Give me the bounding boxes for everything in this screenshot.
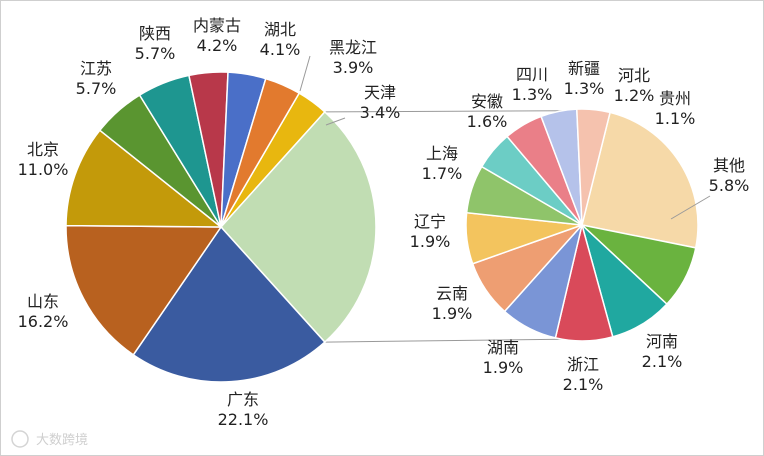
data-label-value: 1.2%	[614, 86, 655, 105]
pie-slice	[220, 77, 301, 228]
data-label-name: 山东	[27, 292, 59, 311]
data-label-name: 辽宁	[414, 212, 446, 231]
data-label: 安徽 1.6%	[467, 92, 508, 131]
data-label: 天津 3.4%	[360, 83, 401, 122]
data-label-value: 16.2%	[18, 312, 69, 331]
data-label-value: 2.1%	[563, 375, 604, 394]
secondary-pie	[465, 108, 699, 342]
connector-line	[324, 338, 562, 343]
data-label-name: 河北	[618, 66, 650, 85]
data-label: 山东 16.2%	[18, 292, 69, 331]
watermark: 大数跨境	[11, 430, 88, 448]
data-label: 陕西 5.7%	[135, 24, 176, 63]
data-label: 湖南 1.9%	[483, 338, 524, 377]
data-label-value: 1.6%	[467, 112, 508, 131]
data-label-name: 贵州	[659, 89, 691, 108]
data-label-value: 1.3%	[512, 85, 553, 104]
data-label-name: 四川	[516, 65, 548, 84]
data-label-name: 湖南	[487, 338, 519, 357]
pie-slice	[65, 129, 224, 228]
connector-line	[324, 110, 562, 113]
data-label-name: 天津	[364, 83, 396, 102]
pie-slice	[65, 224, 223, 356]
data-label-value: 1.9%	[432, 304, 473, 323]
data-label-name: 安徽	[471, 92, 503, 111]
pie-slice	[132, 225, 326, 383]
data-label-value: 4.1%	[260, 40, 301, 59]
data-label-name: 陕西	[139, 24, 171, 43]
data-label: 浙江 2.1%	[563, 355, 604, 394]
data-label-value: 22.1%	[218, 410, 269, 429]
data-label: 河北 1.2%	[614, 66, 655, 105]
data-label: 四川 1.3%	[512, 65, 553, 104]
data-label: 贵州 1.1%	[655, 89, 696, 128]
data-label-name: 江苏	[80, 59, 112, 78]
data-label-name: 黑龙江	[329, 38, 377, 57]
data-label-value: 3.9%	[333, 58, 374, 77]
data-label: 黑龙江 3.9%	[329, 38, 377, 77]
data-label: 河南 2.1%	[642, 332, 683, 371]
leader-line	[670, 195, 711, 220]
data-label-value: 1.9%	[410, 232, 451, 251]
connector-lines	[324, 110, 562, 343]
data-label: 广东 22.1%	[218, 390, 269, 429]
data-label: 云南 1.9%	[432, 284, 473, 323]
data-label: 江苏 5.7%	[76, 59, 117, 98]
data-label: 湖北 4.1%	[260, 20, 301, 59]
pie-slice	[219, 110, 377, 344]
leader-line	[299, 55, 311, 92]
data-label: 新疆 1.3%	[564, 59, 605, 98]
data-label-name: 河南	[646, 332, 678, 351]
data-label: 上海 1.7%	[422, 144, 463, 183]
data-label-name: 其他	[713, 156, 745, 175]
data-label-name: 内蒙古	[193, 16, 241, 35]
pie-slice	[576, 108, 611, 226]
data-label-name: 上海	[426, 144, 458, 163]
data-label-name: 北京	[27, 140, 59, 159]
data-label-value: 1.9%	[483, 358, 524, 377]
data-label-value: 1.3%	[564, 79, 605, 98]
watermark-text: 大数跨境	[36, 433, 88, 448]
data-label: 北京 11.0%	[18, 140, 69, 179]
watermark-logo-icon	[11, 430, 29, 448]
data-label-value: 3.4%	[360, 103, 401, 122]
data-label-name: 云南	[436, 284, 468, 303]
leader-line	[325, 117, 346, 126]
data-label-value: 5.7%	[76, 79, 117, 98]
data-label: 辽宁 1.9%	[410, 212, 451, 251]
data-label-value: 4.2%	[197, 36, 238, 55]
data-label-value: 1.1%	[655, 109, 696, 128]
data-label-name: 新疆	[568, 59, 600, 78]
pie-slice	[581, 111, 699, 249]
data-label: 其他 5.8%	[709, 156, 750, 195]
data-label-value: 11.0%	[18, 160, 69, 179]
data-label: 内蒙古 4.2%	[193, 16, 241, 55]
data-label-value: 1.7%	[422, 164, 463, 183]
data-label-value: 2.1%	[642, 352, 683, 371]
main-pie	[65, 71, 377, 383]
data-label-value: 5.8%	[709, 176, 750, 195]
data-labels: 天津 3.4%广东 22.1%山东 16.2%北京 11.0%江苏 5.7%陕西 5.7%内…	[18, 16, 750, 429]
data-label-name: 浙江	[567, 355, 599, 374]
data-label-name: 湖北	[264, 20, 296, 39]
data-label-name: 广东	[227, 390, 259, 409]
data-label-value: 5.7%	[135, 44, 176, 63]
